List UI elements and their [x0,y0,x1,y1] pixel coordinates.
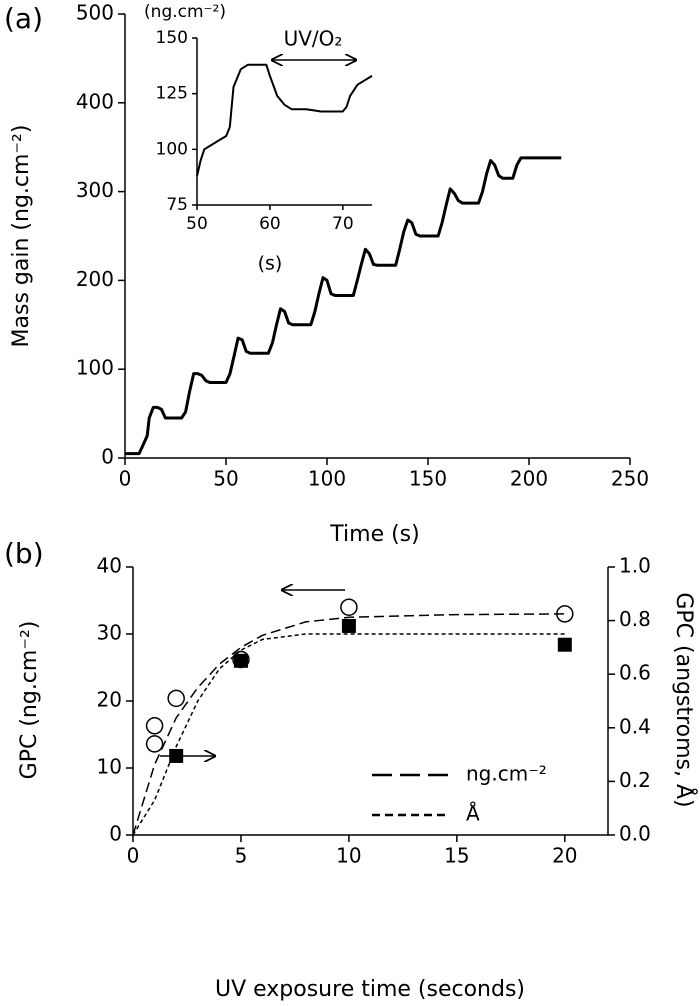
x-axis-label: (s) [258,253,283,275]
data-point [341,618,356,633]
legend-label: ng.cm⁻² [466,762,547,786]
data-point [167,689,185,708]
x-tick-label: 250 [611,467,649,491]
data-line [132,633,565,836]
x-tick-label: 70 [332,214,354,234]
x-tick-label: 10 [336,844,361,868]
y-axis-label: GPC (ng.cm⁻²) [17,621,42,780]
y2-tick-label: 0.2 [619,768,651,792]
x-axis-label: UV exposure time (seconds) [215,977,525,1002]
y-tick-label: 40 [97,554,122,578]
y2-tick-label: 0.4 [619,714,651,738]
x-tick-label: 150 [409,467,447,491]
x-tick-label: 20 [552,844,577,868]
data-line [196,63,373,177]
x-tick-label: 100 [308,467,346,491]
data-point [340,598,358,616]
annotation: UV/O₂ [284,27,343,51]
y-tick-label: 500 [76,1,114,25]
y-tick-label: 100 [156,139,188,159]
x-tick-label: 60 [259,214,281,234]
x-tick-label: 5 [235,844,248,868]
y-axis-label: (ng.cm⁻²) [144,2,226,22]
panel-label: (b) [4,537,44,570]
data-point [145,735,164,753]
x-tick-label: 0 [119,467,132,491]
y-tick-label: 10 [97,755,122,779]
y2-tick-label: 0.8 [619,607,651,631]
x-axis-label: Time (s) [329,522,419,547]
panel-label: (a) [4,2,43,35]
x-tick-label: 50 [213,467,238,491]
legend-label: Å [466,802,480,826]
y-axis-label: Mass gain (ng.cm⁻²) [9,125,34,348]
x-tick-label: 50 [186,214,208,234]
y-tick-label: 125 [156,84,188,104]
x-tick-label: 0 [127,844,140,868]
y-tick-label: 0 [109,822,122,846]
data-point [557,637,572,652]
data-point [145,717,164,735]
y-tick-label: 400 [76,89,114,113]
x-tick-label: 15 [444,844,469,868]
y-tick-label: 300 [76,178,114,202]
x-tick-label: 200 [510,467,548,491]
y-tick-label: 75 [166,195,188,215]
y-tick-label: 20 [97,688,122,712]
y-tick-label: 150 [156,28,188,48]
data-line [132,613,565,836]
y-tick-label: 0 [101,445,114,469]
y2-axis-label: GPC (angstroms, Å) [671,592,698,807]
y-tick-label: 30 [97,621,122,645]
data-point [233,653,248,668]
y2-tick-label: 0.6 [619,661,651,685]
y-tick-label: 200 [76,267,114,291]
y2-tick-label: 1.0 [619,554,651,578]
data-point [169,748,184,763]
y2-tick-label: 0.0 [619,822,651,846]
y-tick-label: 100 [76,356,114,380]
data-line [125,156,562,456]
